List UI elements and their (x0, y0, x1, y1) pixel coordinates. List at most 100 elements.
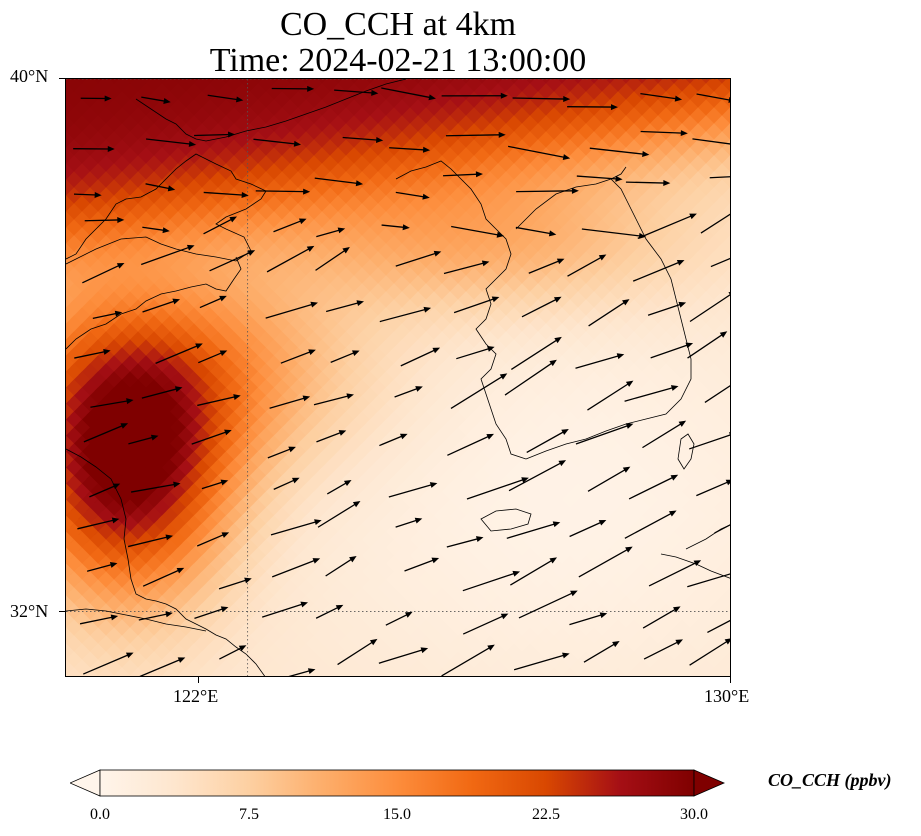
field-cell (262, 627, 286, 651)
field-cell (590, 187, 614, 211)
field-cell (582, 275, 606, 299)
field-cell (190, 203, 214, 227)
field-cell (678, 467, 702, 491)
field-cell (286, 219, 310, 243)
field-cell (630, 211, 654, 235)
field-cell (190, 475, 214, 499)
field-cell (78, 475, 102, 499)
field-cell (174, 411, 198, 435)
field-cell (422, 387, 446, 411)
field-cell (134, 451, 158, 475)
field-cell (177, 675, 179, 676)
field-cell (526, 395, 550, 419)
field-cell (166, 419, 190, 443)
field-cell (225, 667, 243, 676)
field-cell (94, 187, 118, 211)
field-cell (478, 379, 502, 403)
field-cell (262, 387, 286, 411)
field-cell (214, 579, 238, 603)
field-cell (110, 379, 134, 403)
field-cell (214, 291, 238, 315)
field-cell (382, 155, 406, 179)
field-cell (334, 283, 358, 307)
field-cell (270, 539, 294, 563)
field-cell (462, 603, 486, 627)
field-cell (534, 227, 558, 251)
field-cell (198, 403, 222, 427)
field-cell (350, 251, 374, 275)
field-cell (286, 187, 310, 211)
wind-vector-head (558, 460, 567, 467)
field-cell (390, 307, 414, 331)
field-cell (390, 291, 414, 315)
field-cell (518, 611, 542, 635)
field-cell (174, 299, 198, 323)
field-cell (478, 203, 502, 227)
field-cell (142, 79, 166, 99)
field-cell (270, 155, 294, 179)
field-cell (342, 563, 366, 587)
field-cell (438, 115, 462, 139)
field-cell (662, 339, 686, 363)
field-cell (278, 419, 302, 443)
field-cell (254, 363, 278, 387)
field-cell (294, 131, 318, 155)
wind-vector-shaft (84, 219, 120, 222)
field-cell (326, 515, 350, 539)
field-cell (582, 451, 606, 475)
field-cell (486, 291, 510, 315)
field-cell (134, 435, 158, 459)
field-cell (70, 403, 94, 427)
wind-vector-shaft (141, 96, 166, 102)
field-cell (110, 363, 134, 387)
wind-vector-head (599, 612, 608, 619)
field-cell (582, 419, 606, 443)
field-cell (214, 131, 238, 155)
wind-vector-head (487, 346, 495, 352)
field-cell (406, 227, 430, 251)
field-cell (582, 115, 606, 139)
field-cell (702, 443, 726, 467)
field-cell (593, 675, 595, 676)
field-cell (86, 275, 110, 299)
field-cell (598, 291, 622, 315)
wind-vector-head (725, 479, 730, 486)
wind-vector-head (496, 231, 505, 238)
field-cell (702, 79, 726, 99)
map-panel (65, 78, 731, 677)
colorbar-tick-1: 7.5 (239, 806, 259, 823)
field-cell (142, 491, 166, 515)
wind-vector-shaft (404, 559, 435, 572)
wind-vector-head (298, 218, 307, 225)
field-cell (102, 275, 126, 299)
field-cell (294, 147, 318, 171)
field-cell (102, 291, 126, 315)
wind-vector-shaft (714, 524, 730, 534)
field-cell (486, 243, 510, 267)
field-cell (526, 539, 550, 563)
field-cell (230, 371, 254, 395)
field-cell (558, 187, 582, 211)
field-cell (518, 515, 542, 539)
field-cell (630, 515, 654, 539)
wind-vector-shaft (647, 303, 682, 316)
field-cell (638, 539, 662, 563)
field-cell (542, 235, 566, 259)
field-cell (446, 459, 470, 483)
field-cell (558, 491, 582, 515)
field-cell (286, 427, 310, 451)
field-cell (150, 275, 174, 299)
field-cell (574, 443, 598, 467)
wind-vector-shaft (142, 569, 180, 587)
field-cell (278, 595, 302, 619)
field-cell (686, 539, 710, 563)
field-cell (142, 347, 166, 371)
field-cell (374, 627, 398, 651)
field-cell (86, 115, 110, 139)
field-cell (406, 579, 430, 603)
field-cell (366, 123, 390, 147)
field-cell (326, 339, 350, 363)
field-cell (670, 379, 694, 403)
wind-vector-shaft (507, 145, 566, 159)
field-cell (110, 411, 134, 435)
